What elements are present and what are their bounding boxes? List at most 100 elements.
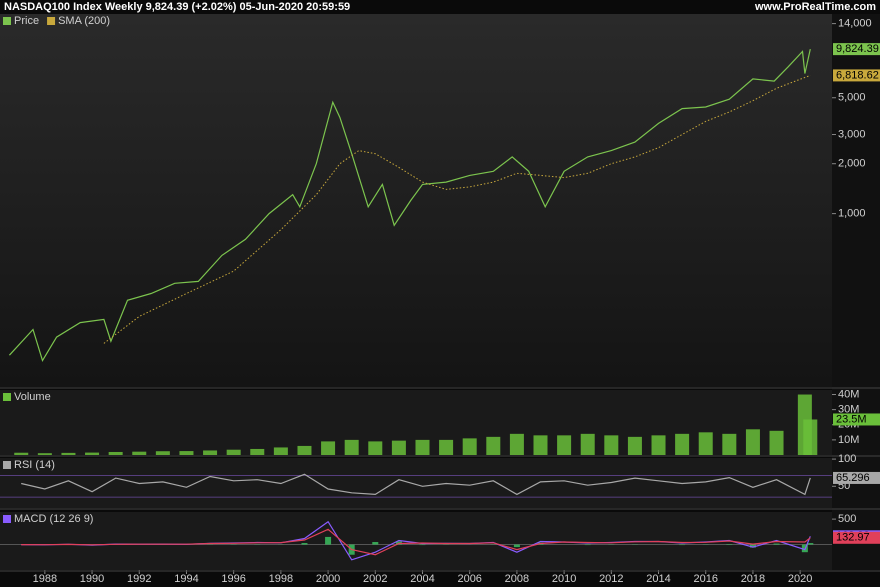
bar bbox=[803, 419, 818, 455]
bar bbox=[557, 435, 572, 455]
bar bbox=[415, 439, 430, 455]
legend-swatch bbox=[3, 393, 11, 401]
bar bbox=[486, 436, 501, 455]
x-tick-label: 1996 bbox=[221, 573, 245, 585]
x-tick-label: 1994 bbox=[174, 573, 198, 585]
bar bbox=[745, 429, 760, 455]
macd-panel bbox=[0, 512, 832, 570]
bar bbox=[325, 536, 332, 545]
x-tick-label: 2008 bbox=[505, 573, 529, 585]
chart-title: NASDAQ100 Index Weekly 9,824.39 (+2.02%)… bbox=[4, 1, 350, 13]
legend-swatch bbox=[3, 515, 11, 523]
bar bbox=[203, 450, 218, 455]
y-tick-label: 30M bbox=[838, 404, 859, 416]
bar bbox=[509, 433, 524, 455]
line bbox=[21, 473, 811, 496]
bar bbox=[61, 452, 76, 455]
y-tick-label: 10M bbox=[838, 434, 859, 446]
bar bbox=[462, 438, 477, 455]
source: www.ProRealTime.com bbox=[754, 1, 876, 13]
bar bbox=[321, 441, 336, 455]
legend-label: Volume bbox=[14, 391, 51, 403]
x-tick-label: 2010 bbox=[552, 573, 576, 585]
bar bbox=[391, 440, 406, 455]
bar bbox=[297, 445, 312, 455]
x-tick-label: 2020 bbox=[788, 573, 812, 585]
y-tick-label: 500 bbox=[838, 513, 856, 525]
line bbox=[8, 48, 811, 362]
y-tick-label: 40M bbox=[838, 388, 859, 400]
x-tick-label: 2002 bbox=[363, 573, 387, 585]
legend-label: SMA (200) bbox=[58, 15, 110, 27]
bar bbox=[250, 448, 265, 455]
bar bbox=[675, 433, 690, 455]
legend-label: MACD (12 26 9) bbox=[14, 513, 93, 525]
x-tick-label: 2004 bbox=[410, 573, 434, 585]
value-tag-label: 65.296 bbox=[836, 472, 870, 484]
x-tick-label: 2014 bbox=[646, 573, 670, 585]
bar bbox=[584, 544, 591, 546]
bar bbox=[749, 544, 756, 548]
bar bbox=[226, 449, 241, 455]
x-tick-label: 2018 bbox=[741, 573, 765, 585]
bar bbox=[419, 544, 426, 546]
value-tag-label: 23.5M bbox=[836, 413, 867, 425]
y-tick-label: 5,000 bbox=[838, 92, 866, 104]
legend-label: RSI (14) bbox=[14, 459, 55, 471]
bar bbox=[533, 435, 548, 455]
line bbox=[21, 528, 811, 556]
bar bbox=[807, 543, 814, 545]
bar bbox=[372, 542, 379, 545]
bar bbox=[344, 439, 359, 455]
value-tag bbox=[833, 413, 880, 426]
bar bbox=[368, 441, 383, 455]
bar bbox=[37, 453, 52, 455]
y-tick-label: 100 bbox=[838, 453, 856, 465]
value-tag-label: 9,824.39 bbox=[836, 43, 879, 55]
bar bbox=[651, 435, 666, 455]
y-tick-label: 3,000 bbox=[838, 128, 866, 140]
legend-swatch bbox=[3, 461, 11, 469]
x-tick-label: 1992 bbox=[127, 573, 151, 585]
y-tick-label: 2,000 bbox=[838, 158, 866, 170]
bar bbox=[14, 452, 29, 455]
value-tag-label: 6,818.62 bbox=[836, 69, 879, 81]
legend-swatch bbox=[3, 17, 11, 25]
bar bbox=[698, 432, 713, 455]
bar bbox=[627, 436, 642, 455]
bar bbox=[769, 430, 784, 455]
y-tick-label: 1,000 bbox=[838, 208, 866, 220]
bar bbox=[604, 435, 619, 455]
x-tick-label: 2016 bbox=[693, 573, 717, 585]
price-panel bbox=[0, 14, 832, 387]
x-tick-label: 1988 bbox=[33, 573, 57, 585]
bar bbox=[132, 451, 147, 455]
x-tick-label: 2000 bbox=[316, 573, 340, 585]
x-tick-label: 1990 bbox=[80, 573, 104, 585]
rsi-panel bbox=[0, 458, 832, 508]
bar bbox=[722, 433, 737, 455]
bar bbox=[108, 451, 123, 455]
value-tag bbox=[833, 69, 880, 82]
value-tag bbox=[833, 43, 880, 56]
value-tag bbox=[833, 531, 880, 544]
bar bbox=[155, 451, 170, 455]
bar bbox=[273, 447, 288, 455]
bar bbox=[679, 544, 686, 546]
bar bbox=[179, 451, 194, 455]
y-tick-label: 14,000 bbox=[838, 18, 872, 30]
bar bbox=[580, 433, 595, 455]
bar bbox=[513, 544, 520, 548]
legend-swatch bbox=[47, 17, 56, 25]
legend-label: Price bbox=[14, 15, 39, 27]
bar bbox=[85, 452, 100, 455]
line bbox=[103, 74, 811, 344]
value-tag bbox=[833, 471, 880, 484]
bar bbox=[301, 543, 308, 545]
value-tag-label: 132.97 bbox=[836, 532, 870, 544]
x-tick-label: 2012 bbox=[599, 573, 623, 585]
bar bbox=[773, 543, 780, 545]
x-tick-label: 2006 bbox=[457, 573, 481, 585]
